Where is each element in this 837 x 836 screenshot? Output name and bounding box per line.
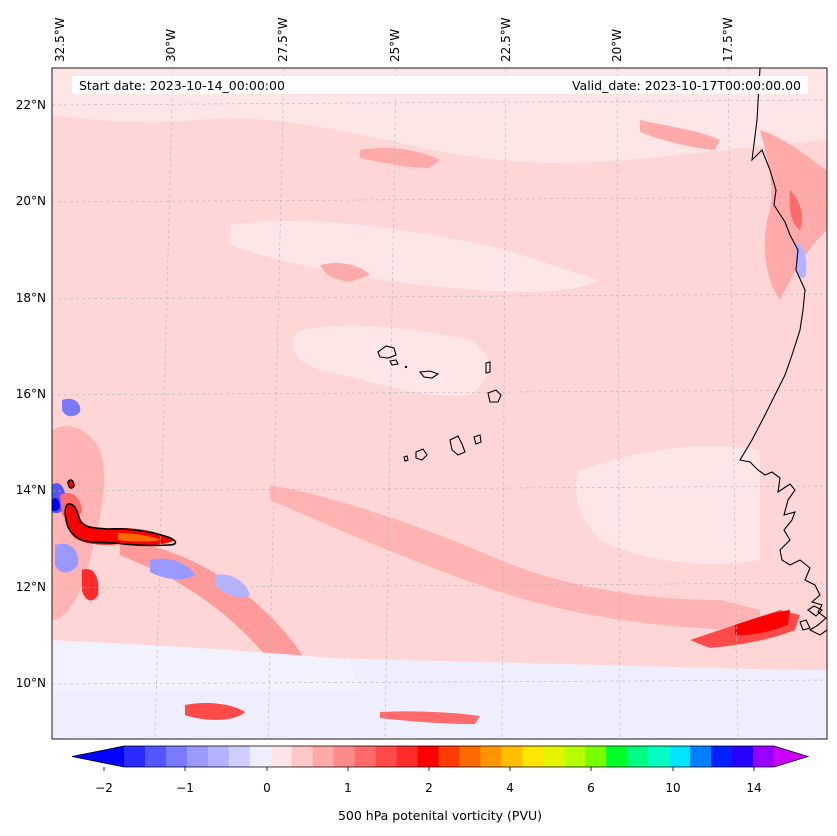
- colorbar-segment: [312, 746, 335, 767]
- colorbar-tick-label: 0: [263, 781, 271, 795]
- cabo-verde-islands: [377, 345, 502, 462]
- africa-coastline: [739, 68, 827, 636]
- colorbar-tick-label: 2: [425, 781, 433, 795]
- colorbar-segment: [165, 746, 188, 767]
- colorbar-segment: [648, 746, 670, 767]
- pv-contour-small: [67, 479, 75, 489]
- colorbar-segment: [249, 746, 272, 767]
- colorbar-segment: [627, 746, 649, 767]
- colorbar-outline: [71, 745, 810, 768]
- date-banner: [72, 76, 808, 94]
- colorbar-segment: [690, 746, 712, 767]
- colorbar-segment: [732, 746, 754, 767]
- colorbar: [71, 745, 810, 771]
- colorbar-segment: [585, 746, 607, 767]
- lat-label-10n: 10°N: [15, 676, 46, 690]
- colorbar-segment: [543, 746, 565, 767]
- lat-label-20n: 20°N: [15, 194, 46, 208]
- colorbar-segment: [417, 746, 440, 767]
- colorbar-segment: [606, 746, 628, 767]
- colorbar-segment: [501, 746, 523, 767]
- start-date-label: Start date: 2023-10-14_00:00:00: [79, 78, 285, 93]
- colorbar-tick-label: 4: [506, 781, 514, 795]
- lon-label-20w: 20°W: [610, 28, 624, 62]
- pv-contour-2pvu: [64, 503, 177, 547]
- colorbar-segment: [124, 746, 146, 767]
- lat-label-22n: 22°N: [15, 98, 46, 112]
- lon-label-25w: 25°W: [388, 28, 402, 62]
- lat-label-14n: 14°N: [15, 483, 46, 497]
- colorbar-segment: [564, 746, 586, 767]
- colorbar-segment: [207, 746, 230, 767]
- colorbar-segment: [144, 746, 167, 767]
- colorbar-segment: [459, 746, 481, 767]
- colorbar-segment: [480, 746, 502, 767]
- lon-label-27-5w: 27.5°W: [276, 17, 290, 62]
- colorbar-segment: [186, 746, 209, 767]
- colorbar-tick-label: 6: [587, 781, 595, 795]
- islet-marker: [404, 365, 408, 369]
- colorbar-tick-label: −2: [95, 781, 113, 795]
- colorbar-segment: [270, 746, 293, 767]
- colorbar-tick-label: 10: [665, 781, 681, 795]
- colorbar-segment: [753, 746, 775, 767]
- colorbar-title: 500 hPa potenital vorticity (PVU): [337, 808, 543, 823]
- lon-label-30w: 30°W: [164, 28, 178, 62]
- colorbar-extend-high: [774, 746, 808, 767]
- colorbar-segment: [354, 746, 377, 767]
- colorbar-tick-label: 14: [746, 781, 762, 795]
- colorbar-segment: [711, 746, 733, 767]
- pv-shading: [52, 68, 827, 739]
- lon-label-22-5w: 22.5°W: [499, 17, 513, 62]
- colorbar-segment: [438, 746, 460, 767]
- lat-label-16n: 16°N: [15, 387, 46, 401]
- valid-date-label: Valid_date: 2023-10-17T00:00:00.00: [571, 78, 801, 93]
- colorbar-segment: [333, 746, 356, 767]
- colorbar-extend-low: [72, 746, 124, 767]
- colorbar-tick-label: 1: [344, 781, 352, 795]
- map-frame: [51, 67, 828, 740]
- colorbar-segment: [396, 746, 419, 767]
- colorbar-segment: [375, 746, 398, 767]
- lon-label-17-5w: 17.5°W: [721, 17, 735, 62]
- graticule: [52, 68, 827, 739]
- colorbar-segment: [522, 746, 544, 767]
- colorbar-tick-label: −1: [176, 781, 194, 795]
- lat-label-18n: 18°N: [15, 291, 46, 305]
- colorbar-segment: [669, 746, 691, 767]
- colorbar-segment: [291, 746, 314, 767]
- colorbar-segment: [228, 746, 251, 767]
- lat-label-12n: 12°N: [15, 580, 46, 594]
- lon-label-32-5w: 32.5°W: [53, 17, 67, 62]
